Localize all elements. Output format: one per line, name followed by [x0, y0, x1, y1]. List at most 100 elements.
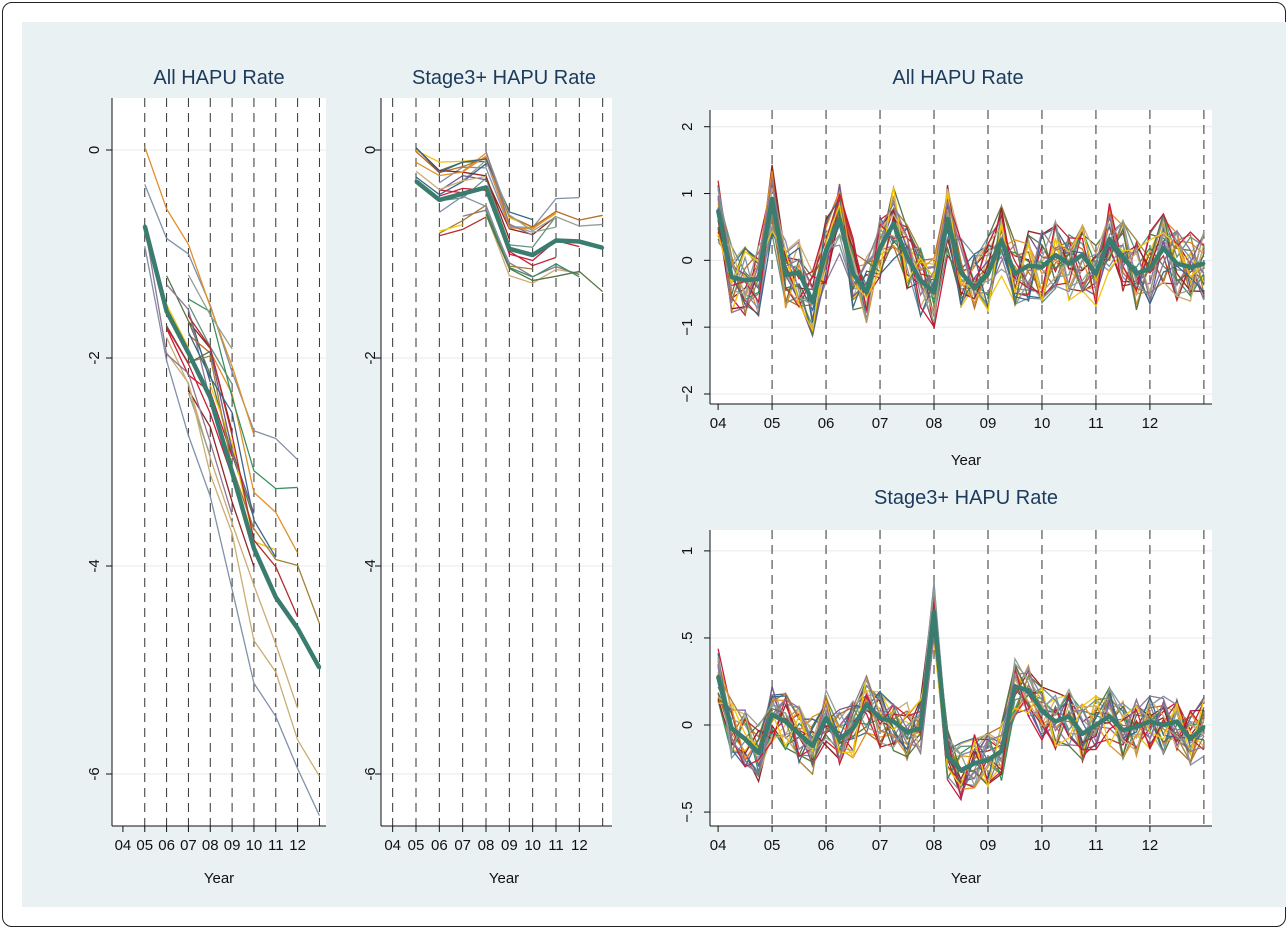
- unit-line: [717, 186, 1205, 333]
- y-tick-label: 0: [679, 256, 696, 264]
- unit-line: [166, 304, 190, 349]
- x-tick-label: 09: [501, 837, 518, 854]
- mean-point: [892, 720, 896, 724]
- mean-point: [1013, 272, 1017, 276]
- x-tick-label: 06: [818, 837, 835, 854]
- mean-point: [838, 217, 842, 221]
- y-tick-label: -2: [362, 351, 379, 364]
- mean-point: [1080, 732, 1084, 736]
- mean-point: [824, 716, 828, 720]
- mean-point: [1134, 272, 1138, 276]
- mean-point: [414, 179, 418, 183]
- unit-line: [717, 167, 1205, 318]
- panel-2: 0 -2 -4 -6 04 05 06 07 08 09 10 11 12 Stage3+ HAPU Ra…: [362, 67, 612, 887]
- x-tick-label: 05: [764, 415, 781, 432]
- mean-point: [1053, 253, 1057, 257]
- x-tick-label: 09: [224, 837, 241, 854]
- x-tick-label: 04: [384, 837, 401, 854]
- mean-point: [986, 272, 990, 276]
- mean-point: [919, 278, 923, 282]
- mean-point: [959, 768, 963, 772]
- unit-line: [485, 151, 533, 236]
- mean-point: [1094, 272, 1098, 276]
- unit-line: [438, 195, 510, 265]
- panel-title: Stage3+ HAPU Rate: [412, 67, 596, 89]
- mean-point: [743, 278, 747, 282]
- mean-point: [1080, 253, 1084, 257]
- unit-line: [718, 641, 1205, 788]
- x-tick-label: 08: [926, 837, 943, 854]
- mean-point: [1121, 728, 1125, 732]
- x-tick-label: 11: [268, 837, 284, 854]
- unit-line: [415, 155, 557, 230]
- unit-line: [717, 599, 1205, 782]
- x-tick-label: 11: [548, 837, 564, 854]
- mean-point: [1067, 262, 1071, 266]
- x-tick-label: 09: [980, 415, 997, 432]
- unit-line: [187, 331, 277, 558]
- unit-line: [439, 204, 533, 270]
- x-tick-label: 06: [431, 837, 448, 854]
- unit-line: [717, 196, 1205, 323]
- mean-point: [1053, 720, 1057, 724]
- x-tick-label: 04: [115, 837, 132, 854]
- x-tick-label: 04: [710, 837, 727, 854]
- y-tick-label: 0: [86, 146, 103, 154]
- y-tick-label: −2: [679, 385, 696, 402]
- mean-point: [784, 720, 788, 724]
- y-tick-label: 2: [679, 123, 696, 131]
- unit-line: [187, 392, 211, 456]
- mean-point: [919, 726, 923, 730]
- mean-point: [824, 248, 828, 252]
- mean-point: [437, 198, 441, 202]
- x-tick-label: 12: [1142, 415, 1159, 432]
- x-tick-label: 07: [872, 415, 889, 432]
- unit-line: [144, 245, 321, 816]
- unit-trajectories: [415, 147, 604, 293]
- x-tick-label: 07: [454, 837, 471, 854]
- unit-line: [144, 146, 255, 435]
- unit-line: [462, 209, 580, 278]
- mean-point: [878, 246, 882, 250]
- mean-point: [274, 595, 278, 599]
- mean-point: [972, 761, 976, 765]
- mean-point: [1026, 264, 1030, 268]
- x-tick-label: 05: [764, 837, 781, 854]
- x-tick-label: 12: [571, 837, 588, 854]
- mean-point: [743, 737, 747, 741]
- x-tick-label: 06: [818, 415, 835, 432]
- mean-point: [1188, 265, 1192, 269]
- mean-point: [797, 732, 801, 736]
- unit-line: [485, 152, 603, 232]
- x-axis-label: Year: [951, 452, 981, 469]
- mean-point: [946, 754, 950, 758]
- mean-point: [811, 300, 815, 304]
- unit-line: [166, 328, 233, 457]
- mean-point: [601, 246, 605, 250]
- mean-point: [999, 238, 1003, 242]
- mean-point: [865, 290, 869, 294]
- mean-point: [1067, 714, 1071, 718]
- mean-point: [932, 290, 936, 294]
- mean-point: [959, 270, 963, 274]
- mean-point: [1202, 262, 1206, 266]
- x-tick-label: 11: [1088, 837, 1104, 854]
- panel-title: All HAPU Rate: [153, 67, 284, 89]
- mean-point: [797, 270, 801, 274]
- y-tick-label: 1: [679, 547, 696, 555]
- mean-point: [770, 713, 774, 717]
- x-tick-label: 10: [1034, 415, 1051, 432]
- mean-point: [730, 275, 734, 279]
- unit-line: [485, 177, 557, 236]
- mean-point: [317, 666, 321, 670]
- mean-point: [972, 286, 976, 290]
- mean-point: [1148, 266, 1152, 270]
- y-tick-label: -2: [86, 351, 103, 364]
- x-tick-label: 10: [246, 837, 263, 854]
- mean-point: [554, 238, 558, 242]
- mean-point: [838, 737, 842, 741]
- mean-point: [1121, 255, 1125, 259]
- mean-point: [905, 730, 909, 734]
- y-tick-label: 0: [679, 721, 696, 729]
